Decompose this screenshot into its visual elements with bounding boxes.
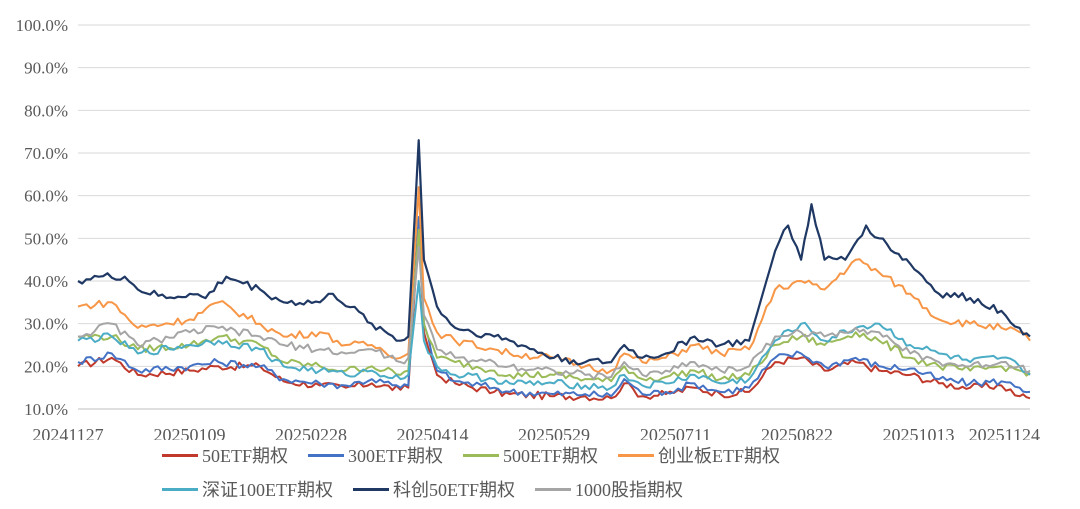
legend-swatch xyxy=(463,453,500,457)
legend-row-1: 50ETF期权 300ETF期权 500ETF期权 创业板ETF期权 xyxy=(162,442,800,468)
y-tick-label: 20.0% xyxy=(24,357,68,376)
legend-swatch xyxy=(162,487,198,491)
series-lines xyxy=(77,139,1031,402)
legend-label: 500ETF期权 xyxy=(503,446,599,466)
y-tick-label: 10.0% xyxy=(24,400,68,419)
series-line-6 xyxy=(77,245,1031,380)
legend-label: 创业板ETF期权 xyxy=(658,446,781,466)
legend-item-sz100: 深证100ETF期权 xyxy=(162,476,333,502)
legend-label: 深证100ETF期权 xyxy=(202,480,334,500)
legend-swatch xyxy=(308,453,345,457)
series-line-1 xyxy=(77,216,1031,398)
series-line-5 xyxy=(77,139,1031,366)
y-axis-ticks: 10.0% 20.0% 30.0% 40.0% 50.0% 60.0% 70.0% 80.0%… xyxy=(16,16,68,419)
series-line-3 xyxy=(77,186,1031,375)
series-line-2 xyxy=(77,228,1031,383)
y-tick-label: 80.0% xyxy=(24,101,68,120)
y-tick-label: 50.0% xyxy=(24,229,68,248)
legend-swatch xyxy=(618,453,655,457)
legend-item-chinext: 创业板ETF期权 xyxy=(618,442,780,468)
series-line-4 xyxy=(77,280,1031,391)
legend-row-2: 深证100ETF期权 科创50ETF期权 1000股指期权 xyxy=(162,476,703,502)
y-tick-label: 30.0% xyxy=(24,315,68,334)
y-tick-label: 100.0% xyxy=(16,16,68,35)
line-chart: 10.0% 20.0% 30.0% 40.0% 50.0% 60.0% 70.0% 80.0%… xyxy=(16,16,1040,445)
legend-label: 300ETF期权 xyxy=(348,446,444,466)
legend-swatch xyxy=(162,453,198,457)
legend: 50ETF期权 300ETF期权 500ETF期权 创业板ETF期权 深证100… xyxy=(0,438,1080,502)
legend-label: 50ETF期权 xyxy=(202,446,289,466)
y-tick-label: 40.0% xyxy=(24,272,68,291)
gridlines xyxy=(78,24,1030,410)
legend-item-500etf: 500ETF期权 xyxy=(463,442,598,468)
legend-label: 1000股指期权 xyxy=(575,480,684,500)
legend-item-star50: 科创50ETF期权 xyxy=(353,476,515,502)
legend-swatch xyxy=(353,487,390,491)
y-tick-label: 90.0% xyxy=(24,59,68,78)
y-tick-label: 70.0% xyxy=(24,144,68,163)
legend-item-50etf: 50ETF期权 xyxy=(162,442,288,468)
legend-item-csi1000: 1000股指期权 xyxy=(535,476,683,502)
legend-swatch xyxy=(535,487,572,491)
y-tick-label: 60.0% xyxy=(24,187,68,206)
legend-label: 科创50ETF期权 xyxy=(393,480,516,500)
x-axis: 20241127 20250109 20250228 20250414 20250529… xyxy=(32,408,1040,445)
legend-item-300etf: 300ETF期权 xyxy=(308,442,443,468)
